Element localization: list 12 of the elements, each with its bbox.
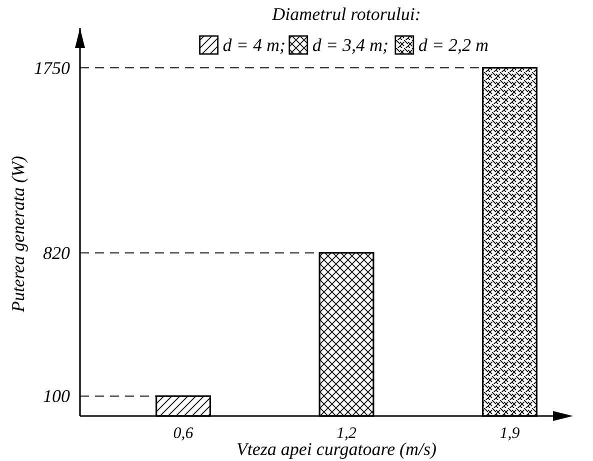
x-tick-label: 1,9	[500, 425, 520, 442]
x-tick-label: 1,2	[336, 425, 356, 442]
y-tick-label: 100	[43, 386, 70, 406]
x-tick-label: 0,6	[173, 425, 194, 442]
legend-label: d = 4 m;	[222, 35, 286, 55]
y-tick-label: 1750	[34, 58, 70, 78]
y-axis-title: Puterea generata (W)	[8, 156, 28, 314]
y-tick-label: 820	[43, 242, 70, 263]
x-axis-title: Vteza apei curgatoare (m/s)	[236, 439, 437, 459]
legend-label: d = 3,4 m;	[312, 35, 389, 55]
legend-title: Diametrul rotorului:	[271, 4, 421, 24]
legend-label: d = 2,2 m	[418, 35, 489, 55]
